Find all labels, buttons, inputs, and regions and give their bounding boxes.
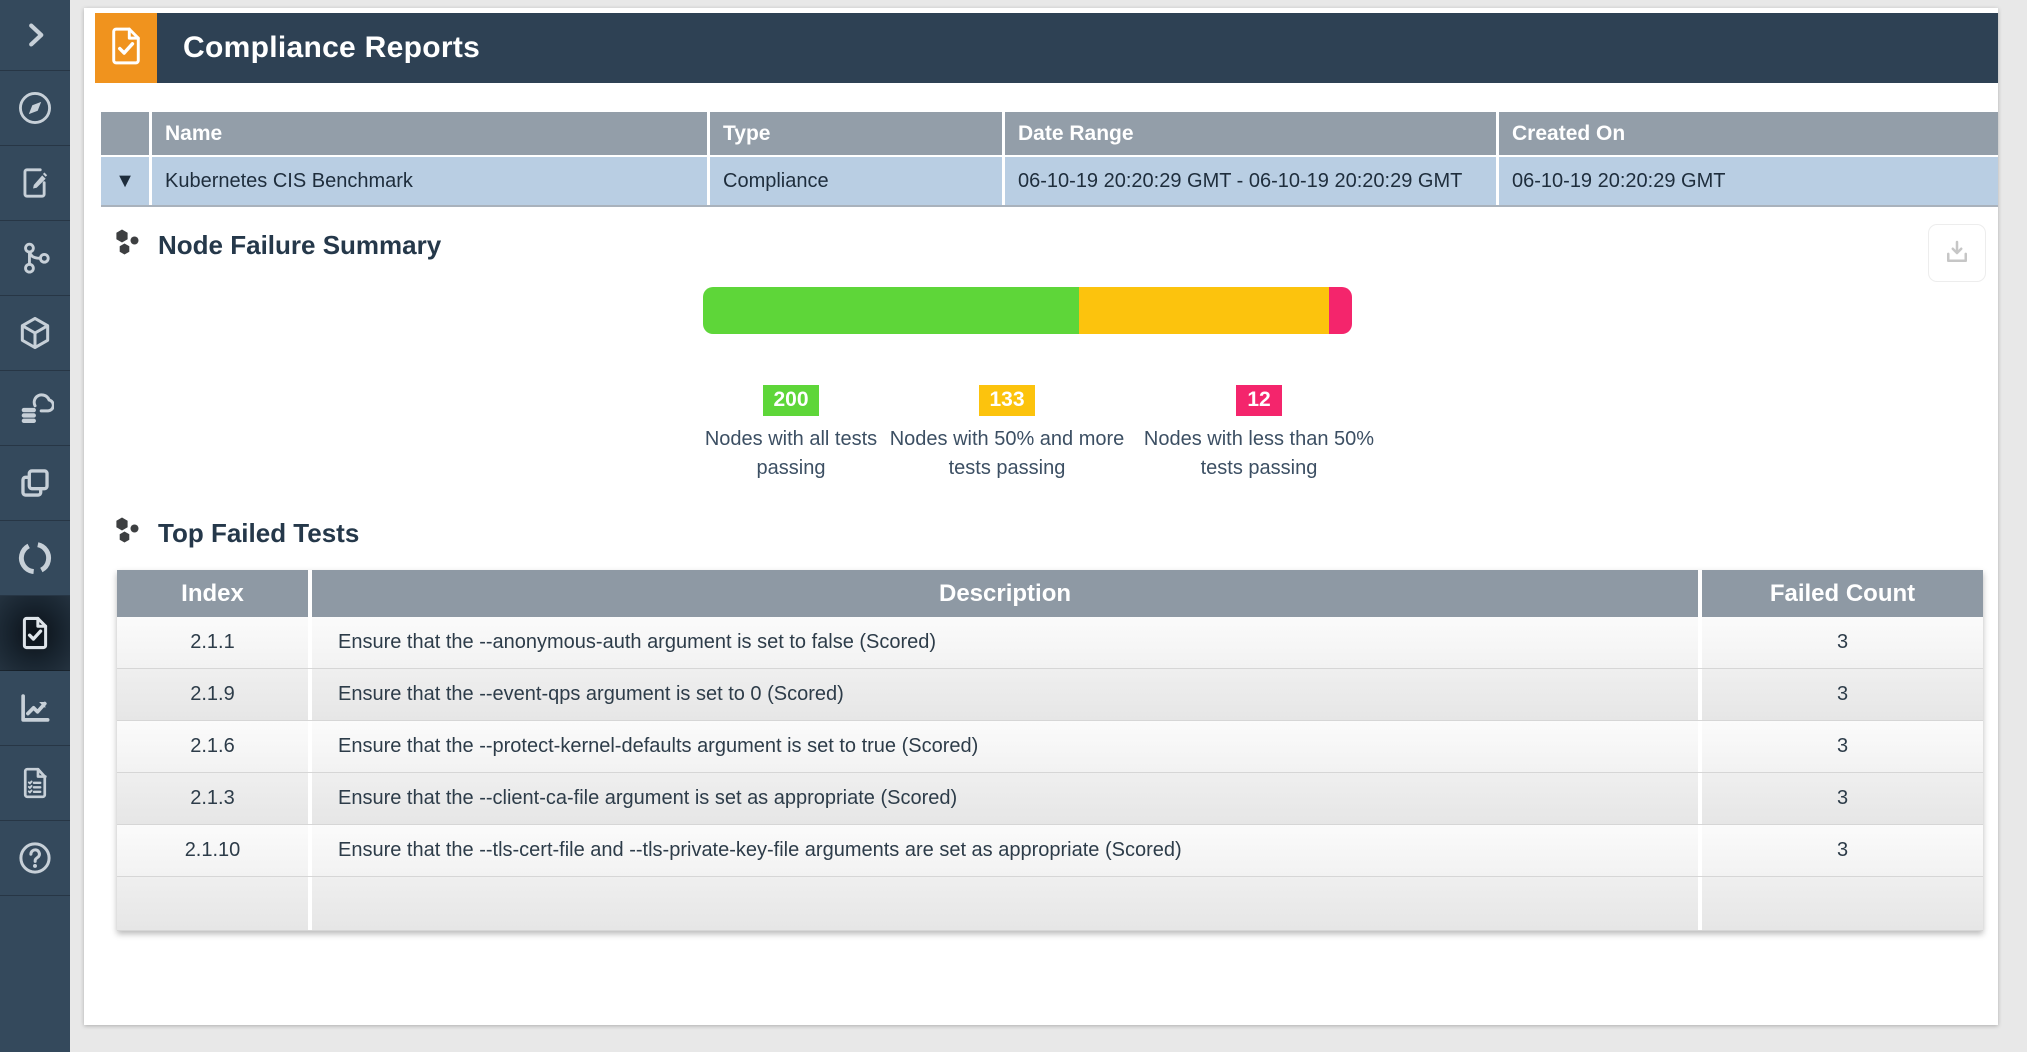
page-header: Compliance Reports: [157, 13, 1998, 83]
sidebar-item-security-events[interactable]: [0, 671, 70, 746]
failed-test-row: 2.1.10 Ensure that the --tls-cert-file an…: [117, 825, 1983, 877]
column-header-name: Name: [149, 112, 707, 155]
sidebar-item-dashboard[interactable]: [0, 71, 70, 146]
legend-label: Nodes with 50% and more tests passing: [889, 428, 1125, 479]
network-branch-icon: [17, 240, 53, 276]
sidebar-item-compliance[interactable]: [0, 596, 70, 671]
report-table: Name Type Date Range Created On ▼ Kubern…: [101, 112, 1998, 207]
failed-tests-body: 2.1.1 Ensure that the --anonymous-auth ar…: [117, 617, 1983, 931]
legend-item: 133 Nodes with 50% and more tests passin…: [881, 385, 1133, 483]
legend-item: 12 Nodes with less than 50% tests passin…: [1133, 385, 1385, 483]
legend-label: Nodes with all tests passing: [704, 428, 878, 479]
stacked-bar: [703, 287, 1352, 334]
report-name-cell: Kubernetes CIS Benchmark: [149, 157, 707, 205]
failed-test-count: 3: [1698, 721, 1983, 772]
download-button[interactable]: [1928, 224, 1986, 282]
sidebar-item-risk[interactable]: [0, 521, 70, 596]
column-header-failed-count: Failed Count: [1698, 570, 1983, 617]
empty-cell: [117, 877, 308, 930]
empty-cell: [308, 877, 1698, 930]
failed-test-index: 2.1.1: [190, 631, 235, 653]
legend-value-badge: 200: [763, 385, 819, 416]
node-failure-summary-heading: Node Failure Summary: [113, 226, 441, 265]
bar-segment: [703, 287, 1080, 334]
failed-test-count: 3: [1698, 617, 1983, 668]
failed-tests-header: Index Description Failed Count: [117, 570, 1983, 617]
report-created-on-cell: 06-10-19 20:20:29 GMT: [1496, 157, 1998, 205]
report-row[interactable]: ▼ Kubernetes CIS Benchmark Compliance 06…: [101, 155, 1998, 205]
failed-test-description: Ensure that the --client-ca-file argumen…: [308, 773, 1698, 824]
legend-label: Nodes with less than 50% tests passing: [1143, 428, 1375, 479]
help-circle-icon: [16, 839, 54, 877]
top-failed-tests-title: Top Failed Tests: [158, 518, 360, 548]
failed-test-count: 3: [1698, 773, 1983, 824]
legend-value-badge: 12: [1236, 385, 1282, 416]
document-check-icon: [16, 614, 54, 652]
failed-test-description: Ensure that the --anonymous-auth argumen…: [308, 617, 1698, 668]
sidebar-item-containers[interactable]: [0, 446, 70, 521]
sidebar-item-network[interactable]: [0, 221, 70, 296]
failed-test-row: 2.1.1 Ensure that the --anonymous-auth ar…: [117, 617, 1983, 669]
column-header-date-range: Date Range: [1002, 112, 1496, 155]
sidebar-item-help[interactable]: [0, 821, 70, 896]
sidebar-item-assets[interactable]: [0, 296, 70, 371]
failed-tests-table: Index Description Failed Count 2.1.1 Ensu…: [117, 570, 1983, 931]
report-type-cell: Compliance: [707, 157, 1002, 205]
failed-test-description: Ensure that the --protect-kernel-default…: [308, 721, 1698, 772]
failed-test-description: Ensure that the --event-qps argument is …: [308, 669, 1698, 720]
failed-test-count: 3: [1698, 669, 1983, 720]
expander-header-cell: [101, 112, 149, 155]
failed-test-index: 2.1.3: [190, 787, 235, 809]
failed-test-row: 2.1.3 Ensure that the --client-ca-file ar…: [117, 773, 1983, 825]
empty-cell: [1698, 877, 1983, 930]
failed-test-index: 2.1.6: [190, 735, 235, 757]
page-icon-box: [95, 13, 157, 83]
content-card: Compliance Reports Name Type Date Range …: [84, 8, 1998, 1025]
failed-test-index: 2.1.10: [184, 839, 241, 861]
document-check-icon: [104, 24, 148, 73]
cloud-database-icon: [16, 389, 54, 427]
column-header-created-on: Created On: [1496, 112, 1998, 155]
row-expander-icon[interactable]: ▼: [101, 157, 149, 205]
cube-icon: [16, 314, 54, 352]
column-header-description: Description: [308, 570, 1698, 617]
failed-test-description: Ensure that the --tls-cert-file and --tl…: [308, 825, 1698, 876]
ring-icon: [16, 539, 54, 577]
legend-item: 200 Nodes with all tests passing: [701, 385, 881, 483]
chart-legend: 200 Nodes with all tests passing 133 Nod…: [701, 385, 1385, 483]
sidebar-item-notebook[interactable]: [0, 746, 70, 821]
failed-test-row: 2.1.9 Ensure that the --event-qps argumen…: [117, 669, 1983, 721]
report-date-range-cell: 06-10-19 20:20:29 GMT - 06-10-19 20:20:2…: [1002, 157, 1496, 205]
sidebar: [0, 0, 70, 1052]
layers-icon: [16, 464, 54, 502]
legend-value-badge: 133: [979, 385, 1035, 416]
column-header-type: Type: [707, 112, 1002, 155]
failed-test-row: 2.1.6 Ensure that the --protect-kernel-de…: [117, 721, 1983, 773]
document-edit-icon: [17, 165, 53, 201]
page-title: Compliance Reports: [183, 31, 481, 64]
failed-test-empty-row: [117, 877, 1983, 931]
top-failed-tests-heading: Top Failed Tests: [113, 514, 359, 553]
sidebar-item-expand[interactable]: [0, 0, 70, 71]
line-chart-icon: [16, 689, 54, 727]
sidebar-item-policy[interactable]: [0, 146, 70, 221]
report-table-header: Name Type Date Range Created On: [101, 112, 1998, 155]
sidebar-item-registries[interactable]: [0, 371, 70, 446]
document-list-icon: [17, 765, 53, 801]
compass-icon: [16, 89, 54, 127]
chevron-right-icon: [20, 20, 50, 50]
cluster-hexagons-icon: [113, 226, 143, 265]
download-icon: [1942, 237, 1972, 270]
node-failure-summary-title: Node Failure Summary: [158, 230, 442, 260]
column-header-index: Index: [117, 570, 308, 617]
bar-segment: [1329, 287, 1352, 334]
failed-test-count: 3: [1698, 825, 1983, 876]
cluster-hexagons-icon: [113, 514, 143, 553]
bar-segment: [1079, 287, 1330, 334]
failed-test-index: 2.1.9: [190, 683, 235, 705]
